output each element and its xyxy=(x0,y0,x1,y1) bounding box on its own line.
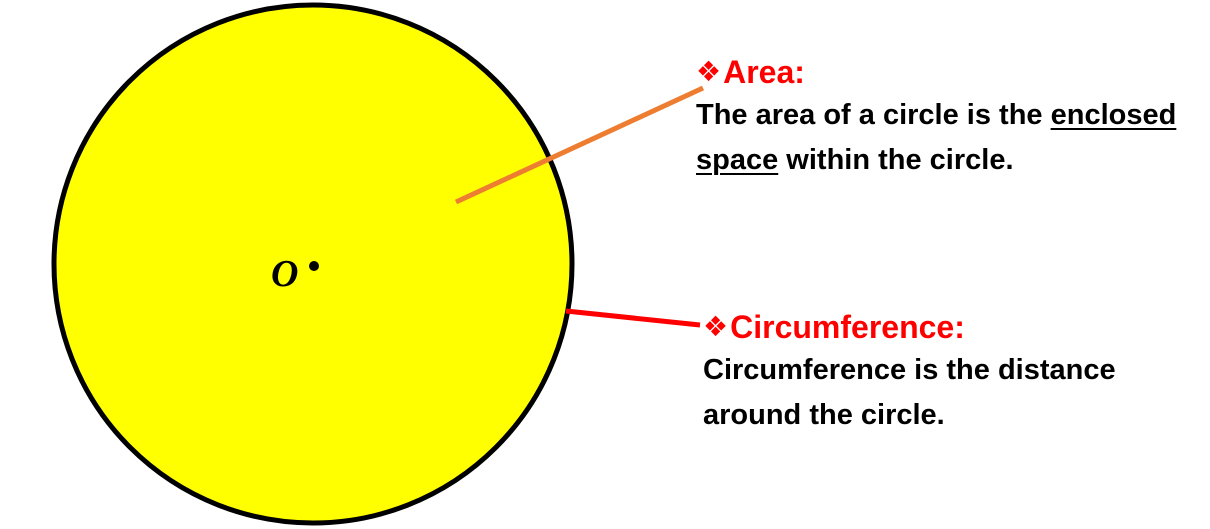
area-heading: ❖ Area: xyxy=(696,53,1196,91)
area-callout: ❖ Area: The area of a circle is the encl… xyxy=(696,53,1196,183)
area-underlined-term: enclosed space xyxy=(696,99,1177,176)
circumference-description: Circumference is the distance around the… xyxy=(703,354,1116,431)
center-label: O xyxy=(271,253,298,295)
area-pointer-line xyxy=(454,85,705,205)
area-description: The area of a circle is the enclosed spa… xyxy=(696,93,1196,183)
area-heading-label: Area: xyxy=(723,54,805,90)
circumference-pointer-line xyxy=(565,308,701,328)
area-text-after: within the circle. xyxy=(786,144,1014,176)
circumference-heading: ❖ Circumference: xyxy=(703,308,1203,346)
circumference-callout: ❖ Circumference: Circumference is the di… xyxy=(703,308,1203,438)
center-point xyxy=(309,261,319,271)
diamond-bullet-icon: ❖ xyxy=(703,311,729,342)
circumference-heading-label: Circumference: xyxy=(730,309,965,345)
area-text-before: The area of a circle is the xyxy=(696,99,1043,131)
diamond-bullet-icon: ❖ xyxy=(696,56,722,87)
